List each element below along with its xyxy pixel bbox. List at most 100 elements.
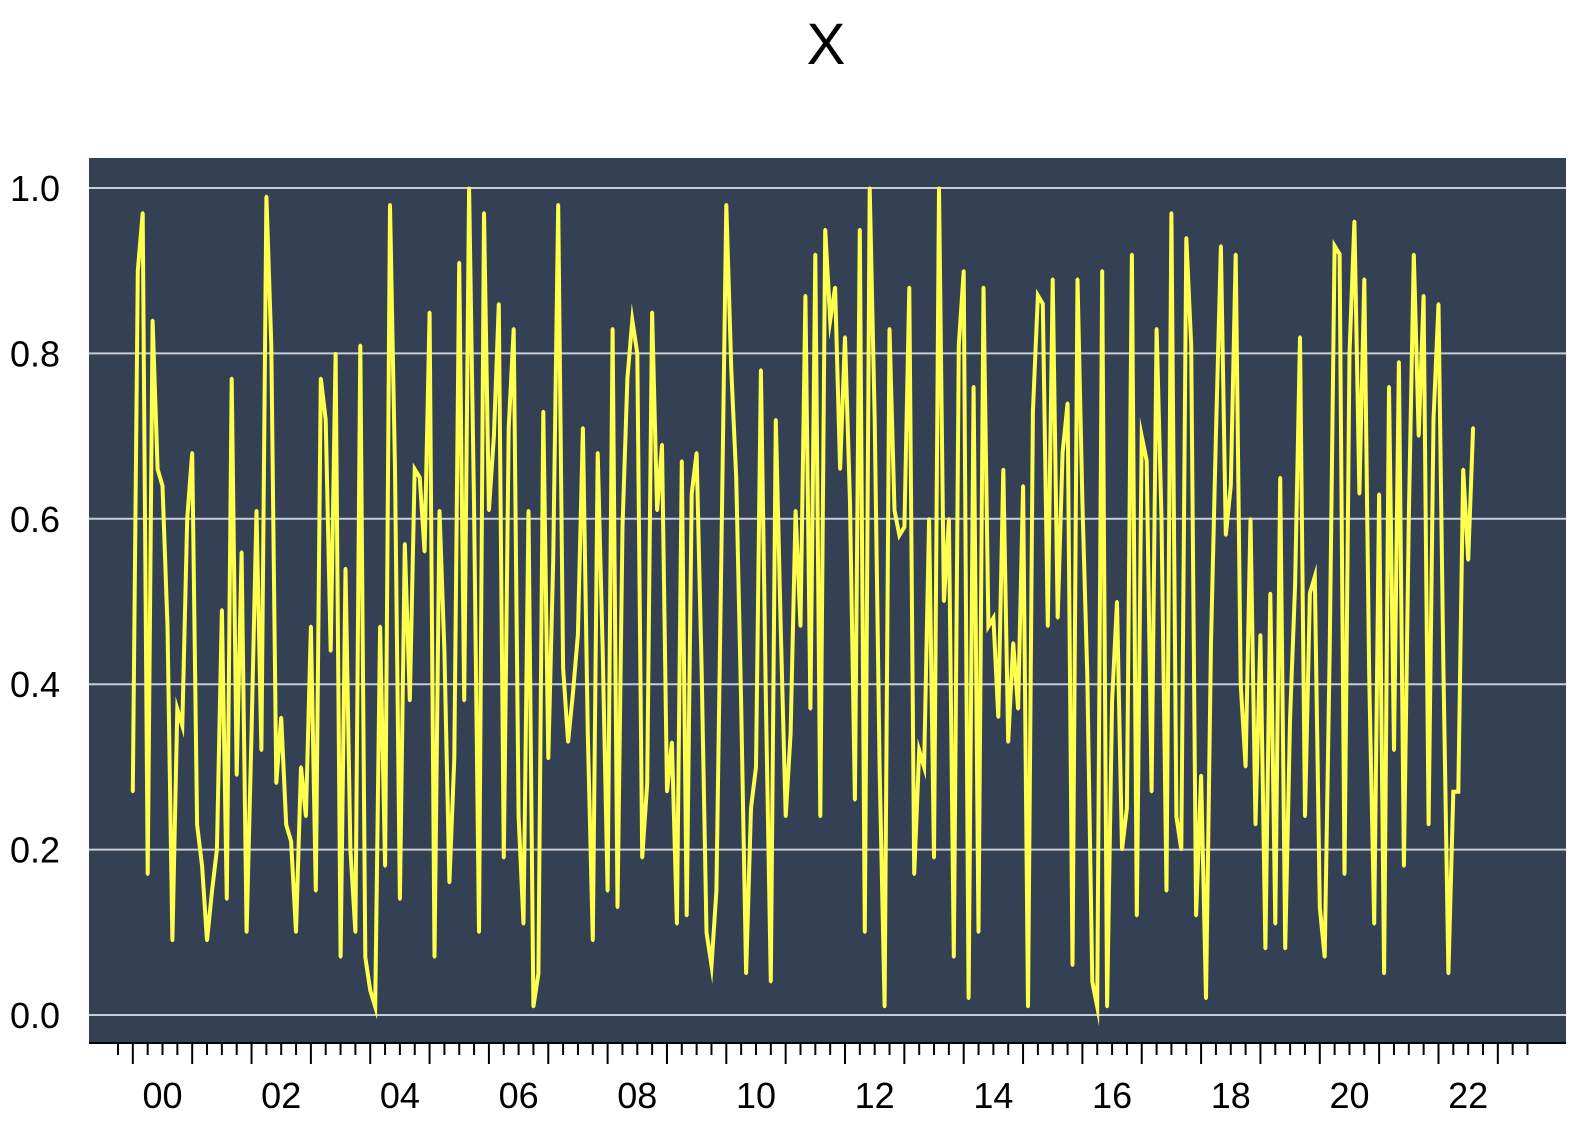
data-point — [136, 269, 140, 273]
data-point — [1071, 963, 1074, 967]
data-point — [1061, 451, 1065, 455]
data-point — [996, 715, 1000, 719]
data-point — [1407, 517, 1411, 521]
data-point — [868, 186, 872, 190]
data-point — [1130, 252, 1134, 256]
data-point — [967, 997, 971, 1000]
data-point — [813, 252, 817, 256]
data-point — [1338, 252, 1342, 256]
data-point — [1085, 674, 1089, 678]
data-point — [1105, 1005, 1109, 1009]
data-point — [784, 815, 788, 818]
x-tick-label: 14 — [973, 1075, 1013, 1116]
data-point — [304, 815, 308, 818]
data-point — [180, 724, 184, 727]
data-point — [665, 790, 669, 794]
x-tick-label: 20 — [1329, 1075, 1369, 1116]
data-point — [546, 757, 550, 761]
data-point — [1145, 459, 1149, 463]
data-point — [1397, 360, 1401, 364]
data-point — [1219, 244, 1223, 248]
data-point — [878, 765, 882, 769]
data-point — [1036, 294, 1040, 297]
data-point — [413, 467, 417, 471]
data-point — [314, 889, 318, 893]
data-point — [541, 409, 545, 413]
data-point — [640, 856, 644, 860]
data-point — [1209, 641, 1213, 645]
data-point — [457, 260, 461, 264]
data-point — [522, 922, 525, 926]
data-point — [1318, 906, 1322, 909]
data-point — [759, 368, 763, 372]
data-point — [1283, 947, 1287, 951]
data-point — [482, 211, 486, 215]
data-point — [255, 509, 258, 512]
data-point — [1357, 492, 1361, 496]
x-tick-label: 10 — [736, 1075, 776, 1116]
data-point — [264, 194, 268, 198]
data-point — [675, 922, 679, 926]
data-point — [972, 385, 976, 388]
data-point — [1165, 889, 1168, 893]
data-point — [230, 376, 234, 380]
data-point — [289, 839, 293, 843]
data-point — [348, 848, 352, 852]
data-point — [131, 790, 135, 794]
data-point — [408, 699, 412, 703]
data-point — [1189, 343, 1193, 347]
data-point — [1249, 517, 1252, 521]
data-point — [141, 211, 145, 215]
data-point — [1417, 434, 1421, 438]
data-point — [1051, 277, 1055, 281]
data-point — [893, 509, 896, 512]
data-point — [1155, 327, 1159, 331]
data-point — [240, 550, 244, 554]
data-point — [739, 699, 743, 703]
data-point — [1160, 517, 1163, 521]
data-point — [853, 798, 857, 802]
data-point — [789, 732, 793, 736]
data-point — [1422, 294, 1426, 297]
data-point — [1372, 922, 1376, 926]
x-axis-labels: 00 02 04 06 08 10 12 14 16 18 20 22 — [142, 1075, 1488, 1116]
data-point — [566, 740, 570, 744]
data-point — [1184, 236, 1188, 240]
data-point — [1432, 418, 1435, 422]
data-point — [774, 418, 778, 422]
data-point — [438, 509, 441, 512]
data-point — [1066, 401, 1070, 405]
chart-title: X — [807, 12, 846, 77]
x-tick-label: 02 — [261, 1075, 301, 1116]
data-point — [294, 930, 298, 934]
x-axis-ticks — [117, 1043, 1529, 1064]
data-point — [888, 327, 891, 331]
data-point — [1244, 765, 1248, 769]
data-point — [1471, 426, 1475, 430]
data-point — [1273, 922, 1277, 926]
data-point — [353, 930, 357, 934]
data-point — [245, 930, 249, 934]
data-point — [517, 815, 521, 818]
data-point — [808, 707, 812, 711]
data-point — [645, 781, 649, 785]
data-point — [1323, 955, 1327, 959]
data-point — [606, 889, 610, 893]
data-point — [225, 897, 229, 901]
data-point — [1308, 591, 1312, 595]
data-point — [250, 732, 253, 736]
data-point — [1214, 434, 1218, 438]
data-point — [902, 525, 906, 529]
data-point — [418, 475, 422, 479]
data-point — [779, 624, 783, 628]
data-point — [1140, 434, 1144, 438]
data-point — [1135, 914, 1139, 918]
data-point — [536, 972, 540, 976]
data-point — [1441, 666, 1445, 670]
data-point — [858, 227, 862, 231]
data-point — [1174, 815, 1178, 818]
data-point — [512, 327, 516, 331]
data-point — [1100, 269, 1104, 273]
y-axis-labels: 0.0 0.2 0.4 0.6 0.8 1.0 — [10, 168, 60, 1036]
data-point — [655, 509, 659, 512]
